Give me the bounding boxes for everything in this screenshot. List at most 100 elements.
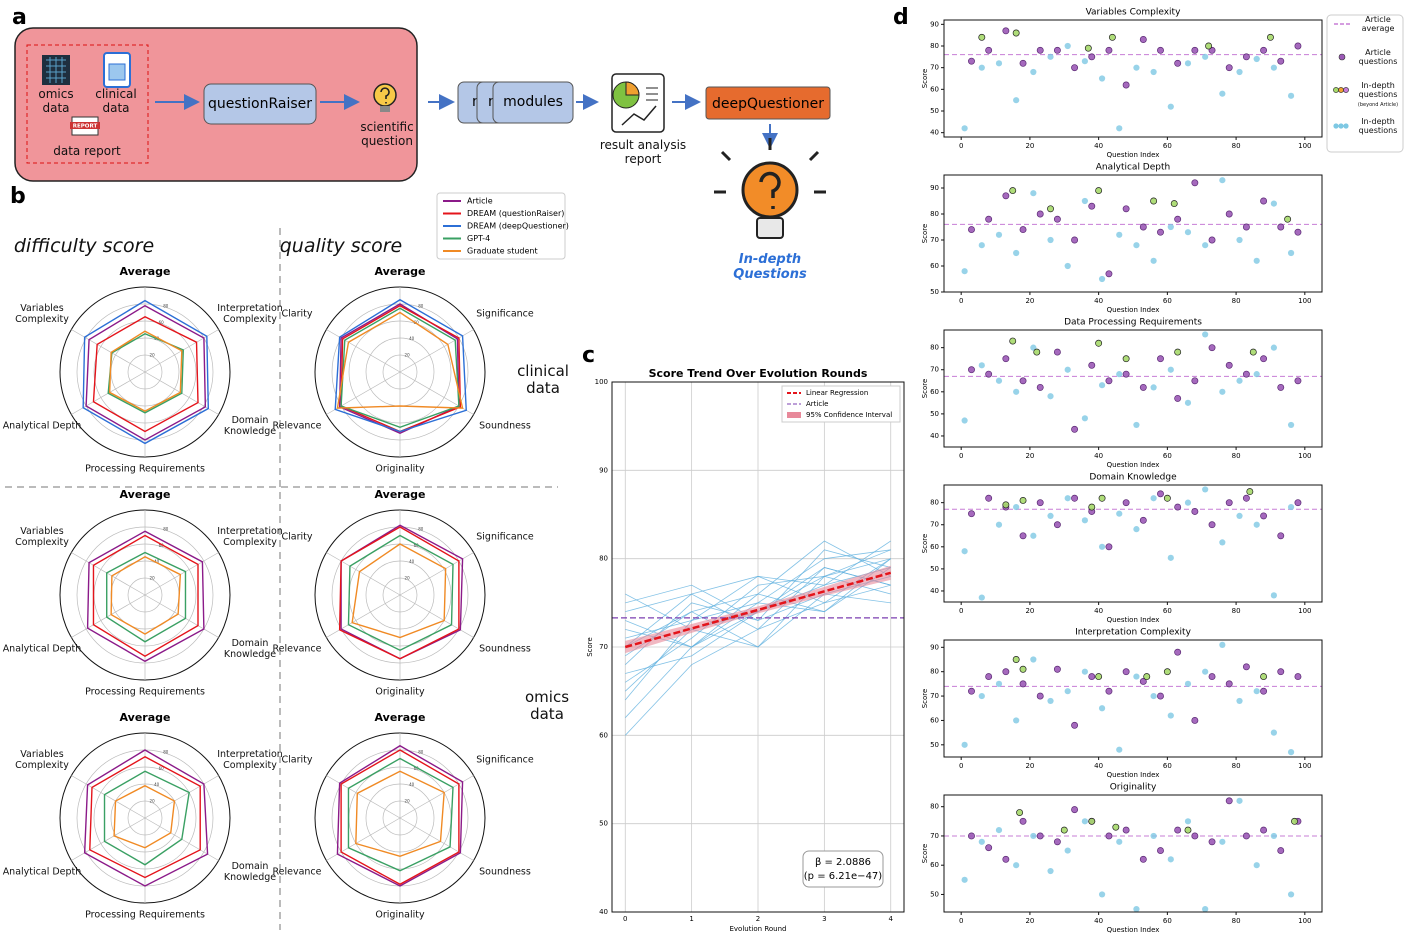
point	[1047, 53, 1054, 60]
point	[1088, 53, 1096, 61]
point	[1249, 348, 1257, 356]
point	[1105, 687, 1113, 695]
point	[1242, 832, 1250, 840]
radar-spoke	[326, 594, 401, 638]
point	[1012, 656, 1020, 663]
point	[985, 215, 993, 223]
point	[1071, 64, 1079, 72]
point	[1202, 905, 1209, 913]
point	[1016, 809, 1024, 817]
point	[1133, 905, 1140, 913]
question-label: scientific question	[360, 120, 414, 148]
radar-series	[108, 330, 183, 412]
point	[1122, 370, 1130, 378]
radar-tick-label: 40	[409, 559, 415, 564]
point	[1191, 179, 1199, 187]
point	[1053, 665, 1061, 673]
y-tick-label: 80	[930, 210, 939, 218]
radar-tick-label: 40	[154, 559, 160, 564]
y-axis-label: Score	[921, 844, 929, 864]
x-tick-label: 40	[1094, 297, 1103, 305]
radar-spoke	[399, 329, 474, 373]
y-tick-label: 70	[599, 643, 608, 651]
x-tick-label: 0	[959, 297, 963, 305]
point	[1267, 33, 1274, 41]
radar-series	[340, 749, 460, 886]
point	[1260, 826, 1268, 834]
point	[1053, 521, 1061, 529]
x-axis-label: Question Index	[1107, 461, 1160, 469]
point	[1116, 371, 1123, 378]
point	[1253, 55, 1260, 63]
row-label: clinical data	[517, 361, 569, 397]
point	[1139, 223, 1147, 231]
radar-axis-label: Originality	[375, 463, 425, 475]
point	[1270, 592, 1277, 599]
point	[1236, 236, 1243, 244]
radar-series	[336, 744, 464, 887]
radar-series	[103, 770, 190, 866]
x-tick-label: 20	[1025, 762, 1034, 770]
point	[1184, 60, 1192, 67]
questioner-box	[705, 86, 831, 120]
chart-title: Analytical Depth	[1096, 163, 1170, 173]
trajectory	[625, 549, 891, 621]
point	[961, 741, 968, 748]
point	[1047, 393, 1054, 400]
raiser-label: questionRaiser	[208, 96, 312, 112]
point	[1009, 187, 1017, 195]
point	[1202, 668, 1209, 675]
y-axis-label: Score	[921, 379, 929, 399]
radar-tick-label: 40	[409, 336, 415, 341]
point	[1012, 29, 1020, 37]
x-tick-label: 100	[1298, 762, 1311, 770]
point	[1219, 641, 1226, 648]
radar-axis-label: Average	[120, 711, 171, 724]
radar-tick-label: 20	[150, 353, 156, 358]
point	[1002, 27, 1010, 35]
annotation: (p = 6.21e−47)	[804, 871, 883, 882]
point	[1030, 68, 1037, 76]
point	[978, 33, 986, 41]
trajectory	[625, 540, 891, 648]
x-tick-label: 20	[1025, 607, 1034, 615]
point	[1139, 855, 1147, 863]
y-axis-label: Score	[921, 689, 929, 709]
point	[1064, 847, 1071, 854]
point	[985, 494, 993, 502]
y-tick-label: 50	[930, 410, 939, 418]
point	[1163, 494, 1171, 502]
bulb-rays	[714, 138, 826, 194]
point	[1019, 532, 1027, 540]
x-axis-label: Question Index	[1107, 151, 1160, 159]
y-tick-label: 90	[930, 20, 939, 28]
radar-axis-label: Relevance	[272, 643, 322, 655]
radar-spoke	[71, 552, 146, 596]
point	[1036, 46, 1044, 54]
point	[1236, 797, 1243, 804]
point	[1294, 377, 1302, 385]
point	[1191, 377, 1199, 385]
legend-note: (beyond Article)	[1357, 102, 1399, 109]
point	[1081, 197, 1088, 205]
point	[961, 417, 968, 424]
radar-tick-label: 80	[163, 303, 169, 308]
point	[1270, 729, 1277, 736]
radar-series	[107, 332, 184, 414]
x-tick-label: 0	[959, 917, 963, 925]
x-tick-label: 20	[1025, 297, 1034, 305]
radar-axis-label: Domain Knowledge	[223, 861, 277, 883]
point	[1071, 236, 1079, 244]
input-label: omics data	[38, 87, 74, 115]
point	[1122, 205, 1130, 213]
x-tick-label: 80	[1232, 142, 1241, 150]
y-tick-label: 60	[930, 388, 939, 396]
point	[1287, 503, 1295, 511]
radar-spoke	[326, 775, 401, 819]
point	[1260, 673, 1268, 681]
radar-tick-label: 40	[409, 782, 415, 787]
point	[1088, 361, 1096, 369]
y-tick-label: 70	[930, 64, 939, 72]
point	[1122, 81, 1130, 89]
point	[1294, 499, 1302, 507]
